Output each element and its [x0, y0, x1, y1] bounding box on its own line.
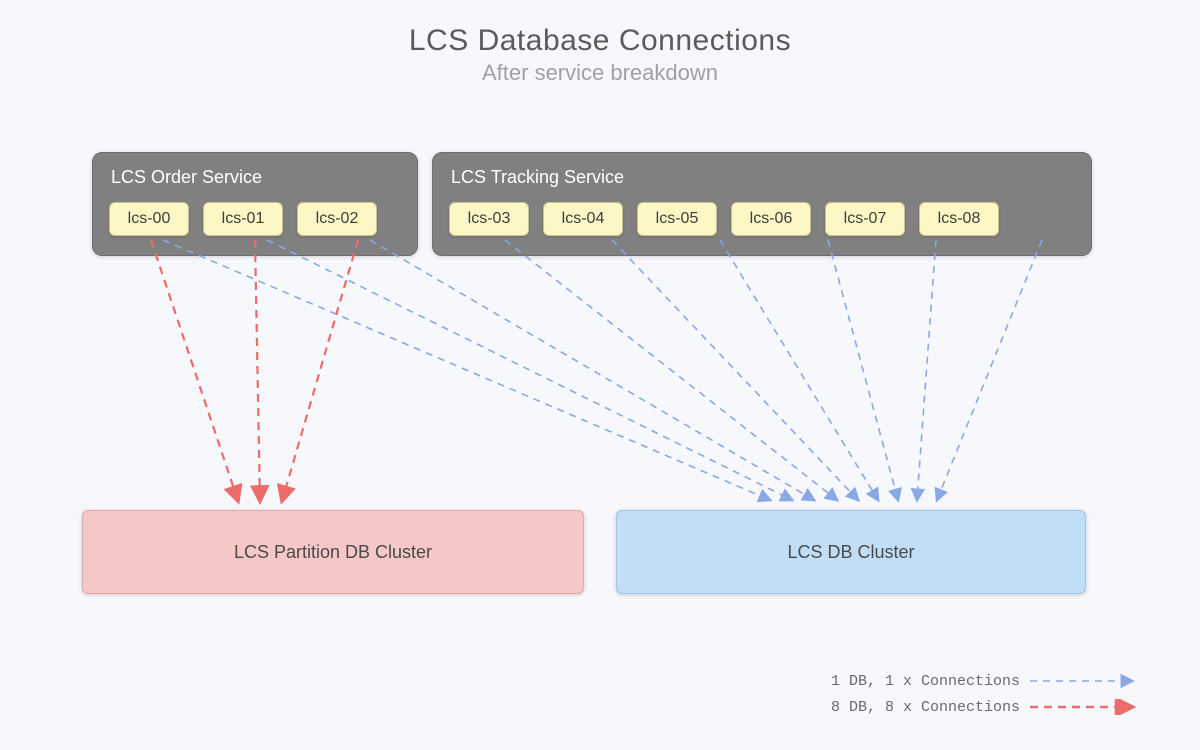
tracking-nodes-row: lcs-03 lcs-04 lcs-05 lcs-06 lcs-07 lcs-08 [449, 202, 1075, 236]
node-lcs-06: lcs-06 [731, 202, 811, 236]
node-lcs-00: lcs-00 [109, 202, 189, 236]
node-lcs-08: lcs-08 [919, 202, 999, 236]
tracking-service-title: LCS Tracking Service [451, 167, 1075, 188]
partition-db-cluster-label: LCS Partition DB Cluster [234, 542, 432, 563]
tracking-service-box: LCS Tracking Service lcs-03lcs-04lcs-05l… [432, 152, 1092, 256]
legend-line-red [1030, 699, 1140, 715]
order-service-title: LCS Order Service [111, 167, 401, 188]
legend: 1 DB, 1 x Connections 8 DB, 8 x Connecti… [831, 668, 1140, 720]
connection-arrows [0, 0, 1200, 750]
node-lcs-01: lcs-01 [203, 202, 283, 236]
legend-row-red: 8 DB, 8 x Connections [831, 694, 1140, 720]
legend-line-blue [1030, 673, 1140, 689]
diagram-subtitle: After service breakdown [0, 60, 1200, 86]
order-nodes-row: lcs-00 lcs-01 lcs-02 [109, 202, 401, 236]
order-service-box: LCS Order Service lcs-00 lcs-01 lcs-02 [92, 152, 418, 256]
node-lcs-07: lcs-07 [825, 202, 905, 236]
node-lcs-03: lcs-03 [449, 202, 529, 236]
main-db-cluster: LCS DB Cluster [616, 510, 1086, 594]
node-lcs-05: lcs-05 [637, 202, 717, 236]
diagram-title: LCS Database Connections [0, 0, 1200, 58]
node-lcs-04: lcs-04 [543, 202, 623, 236]
legend-label-red: 8 DB, 8 x Connections [831, 699, 1020, 716]
node-lcs-02: lcs-02 [297, 202, 377, 236]
partition-db-cluster: LCS Partition DB Cluster [82, 510, 584, 594]
legend-row-blue: 1 DB, 1 x Connections [831, 668, 1140, 694]
legend-label-blue: 1 DB, 1 x Connections [831, 673, 1020, 690]
main-db-cluster-label: LCS DB Cluster [787, 542, 914, 563]
